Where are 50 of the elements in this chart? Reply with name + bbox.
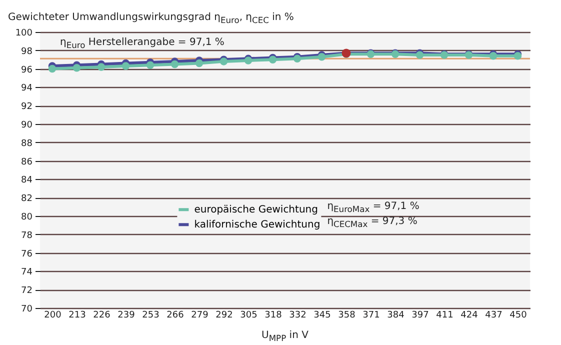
y-tick-label: 94 [21,84,33,94]
x-tick-label: 266 [166,310,184,320]
x-tick-label: 424 [460,310,478,320]
x-tick-label: 292 [216,310,233,320]
x-tick-label: 384 [387,310,405,320]
point [195,59,204,68]
y-tick-label: 100 [15,28,33,38]
point [170,60,179,68]
x-tick-label: 450 [510,310,528,320]
point [97,63,106,71]
y-tick-label: 88 [21,138,33,149]
ref-line-label: η$_{Euro}$ Herstellerangabe = 97,1 % [60,36,224,50]
y-tick-label: 74 [21,268,33,278]
x-tick-label: 253 [142,310,160,320]
annotation: η$_{CECMax}$ = 97,3 % [327,216,418,230]
y-tick-label: 76 [21,249,33,260]
x-tick-label: 318 [264,310,282,320]
y-tick-label: 96 [21,65,33,76]
y-tick-label: 86 [21,157,33,168]
legend-label: europäische Gewichtung [194,204,318,216]
x-tick-label: 437 [485,310,502,320]
x-tick-label: 397 [412,310,429,320]
y-tick-label: 80 [21,212,33,222]
x-tick-label: 358 [338,310,356,320]
y-tick-label: 92 [21,102,32,112]
x-tick-label: 345 [314,310,331,320]
x-tick-label: 213 [68,310,86,320]
x-tick-label: 239 [118,310,136,320]
x-axis-title: U$_{MPP}$ in V [260,330,310,343]
y-tick-label: 82 [21,194,32,204]
x-tick-label: 371 [362,310,380,320]
point [48,64,56,73]
y-tick-label: 84 [21,176,33,186]
y-tick-label: 72 [21,286,32,296]
point [146,61,154,69]
y-tick-label: 98 [21,46,33,57]
x-tick-label: 411 [436,310,454,320]
y-tick-label: 90 [21,120,33,130]
x-tick-label: 279 [191,310,209,320]
y-axis-title: Gewichteter Umwandlungswirkungsgrad η$_{Euro}$, η$_{CEC}$ in % [8,12,294,25]
x-tick-label: 200 [44,310,62,320]
x-tick-label: 305 [240,310,258,320]
point [72,64,81,72]
y-tick-label: 78 [21,230,33,241]
point [122,62,130,70]
x-tick-label: 226 [93,310,111,320]
y-tick-label: 70 [21,304,33,314]
x-tick-label: 332 [289,310,306,320]
legend-label: kalifornische Gewichtung [194,220,320,231]
annotation: η$_{EuroMax}$ = 97,1 % [327,201,420,214]
